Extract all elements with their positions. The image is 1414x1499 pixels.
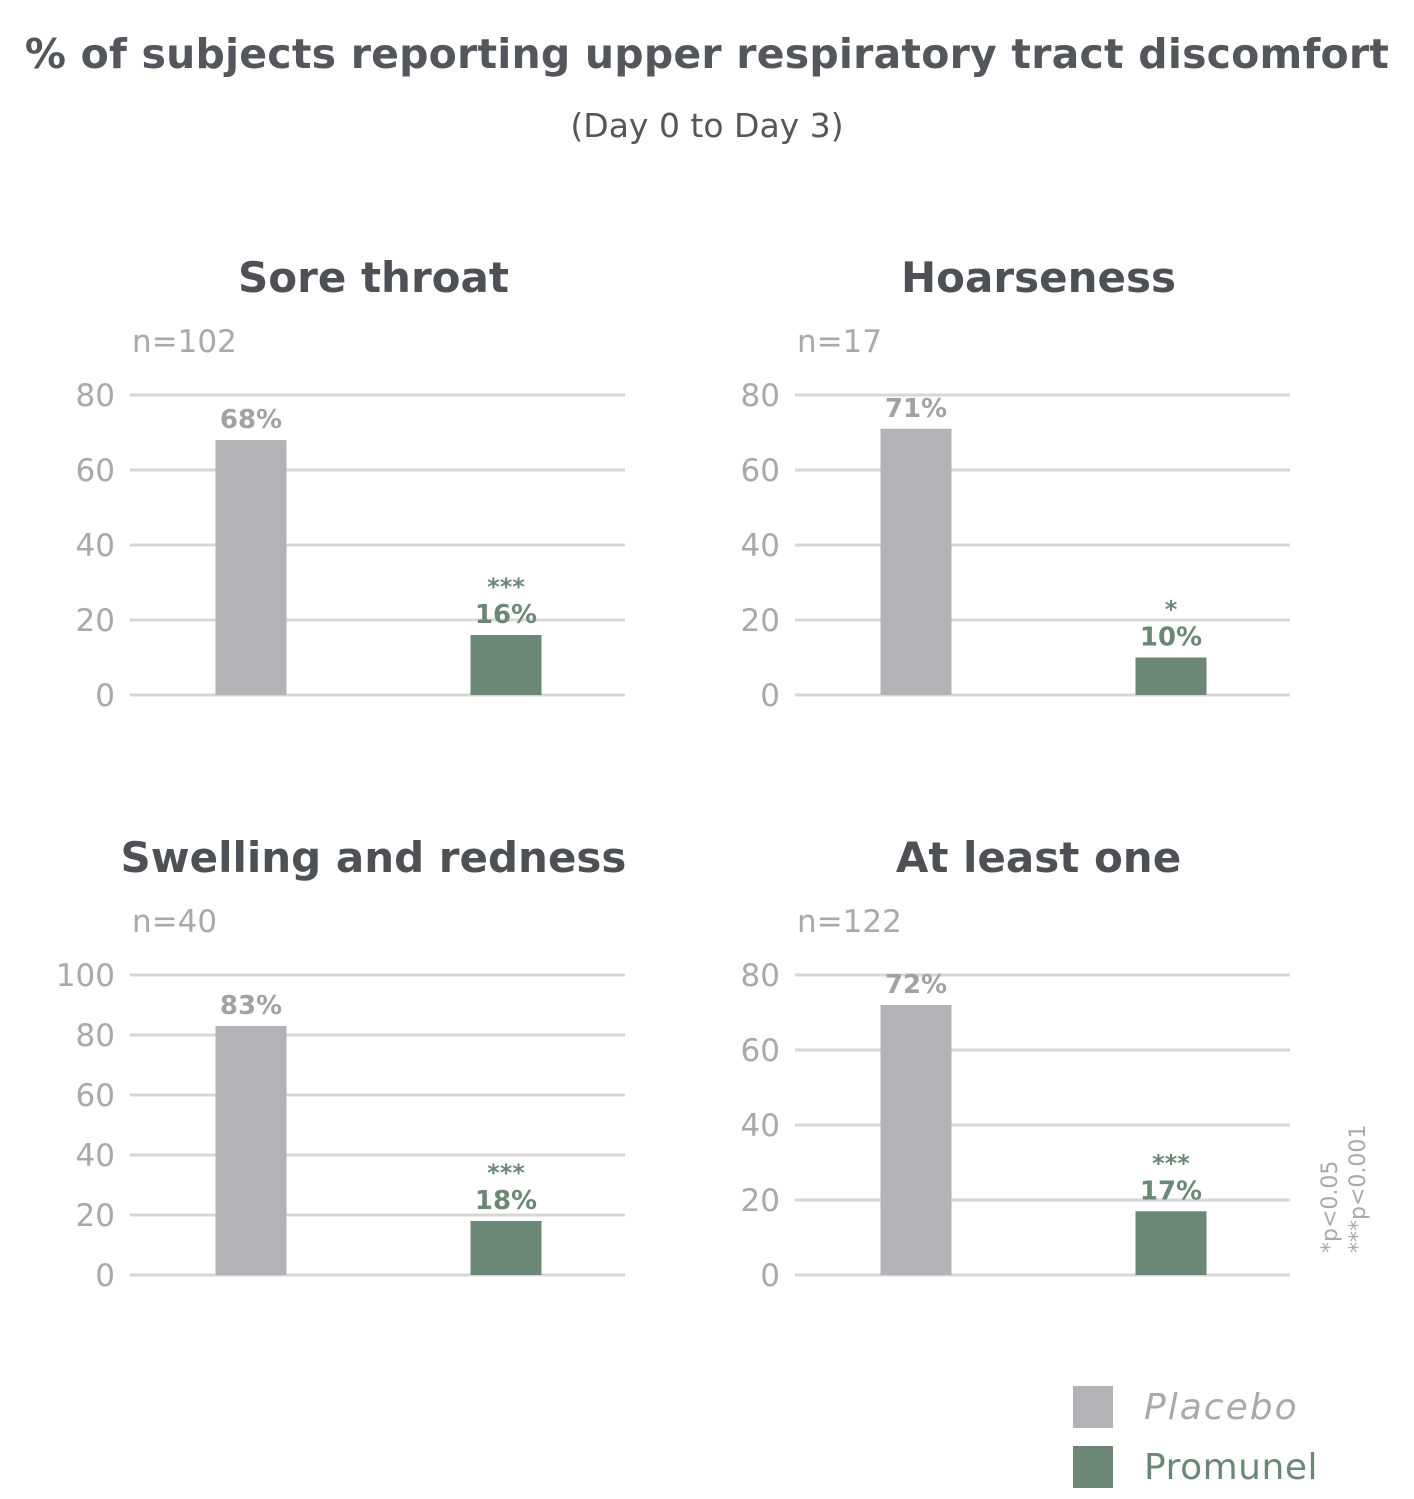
footnote-p001: ***p<0.001 xyxy=(1346,1124,1371,1253)
data-label-promunel: 17% xyxy=(1140,1176,1202,1206)
y-tick-label: 40 xyxy=(76,528,115,564)
y-tick-label: 0 xyxy=(95,678,115,714)
y-tick-label: 40 xyxy=(741,1108,780,1144)
legend-label-placebo: Placebo xyxy=(1144,1386,1299,1428)
y-tick-label: 80 xyxy=(76,1018,115,1054)
chart-swelling-and-redness: Swelling and redness n=40 0 20 40 60 80 100 83% 1… xyxy=(56,833,627,1294)
data-label-promunel: 16% xyxy=(475,600,537,630)
bar-promunel xyxy=(1135,1211,1207,1275)
y-tick-label: 40 xyxy=(741,528,780,564)
y-tick-label: 40 xyxy=(76,1138,115,1174)
footnote-p05: *p<0.05 xyxy=(1318,1160,1343,1253)
y-tick-label: 0 xyxy=(760,678,780,714)
bar-promunel xyxy=(470,1221,542,1275)
significance-marker: *** xyxy=(487,1159,525,1187)
bar-placebo xyxy=(880,428,952,695)
legend-item-promunel: Promunel xyxy=(1073,1446,1318,1488)
bar-promunel xyxy=(1135,657,1207,695)
bar-placebo xyxy=(880,1005,952,1275)
y-tick-label: 0 xyxy=(760,1258,780,1294)
bar-placebo xyxy=(215,440,287,695)
chart-at-least-one: At least one n=122 0 20 40 60 80 72% 17%*** xyxy=(741,833,1290,1294)
legend-swatch-placebo xyxy=(1073,1386,1113,1428)
page-subtitle: (Day 0 to Day 3) xyxy=(570,106,844,145)
panel-title: Swelling and redness xyxy=(121,833,627,882)
data-label-promunel: 18% xyxy=(475,1186,537,1216)
y-tick-label: 80 xyxy=(741,378,780,414)
y-tick-label: 80 xyxy=(76,378,115,414)
y-tick-label: 20 xyxy=(741,1183,780,1219)
panel-title: Sore throat xyxy=(238,253,509,302)
significance-marker: *** xyxy=(1152,1149,1190,1177)
bar-promunel xyxy=(470,635,542,695)
y-tick-label: 60 xyxy=(76,1078,115,1114)
data-label-placebo: 72% xyxy=(885,970,947,1000)
sample-size-label: n=40 xyxy=(132,904,217,940)
y-tick-label: 80 xyxy=(741,958,780,994)
y-tick-label: 100 xyxy=(56,958,115,994)
y-tick-label: 60 xyxy=(741,453,780,489)
y-tick-label: 60 xyxy=(76,453,115,489)
panel-title: At least one xyxy=(896,833,1181,882)
significance-footnote: *p<0.05 ***p<0.001 xyxy=(1317,1103,1373,1253)
legend-item-placebo: Placebo xyxy=(1073,1386,1299,1428)
y-tick-label: 20 xyxy=(76,1198,115,1234)
y-tick-label: 20 xyxy=(741,603,780,639)
panel-title: Hoarseness xyxy=(901,253,1176,302)
legend-label-promunel: Promunel xyxy=(1144,1446,1318,1488)
bar-placebo xyxy=(215,1026,287,1275)
data-label-promunel: 10% xyxy=(1140,623,1202,653)
legend-swatch-promunel xyxy=(1073,1446,1113,1488)
chart-hoarseness: Hoarseness n=17 0 20 40 60 80 71% 10%* xyxy=(741,253,1290,714)
sample-size-label: n=122 xyxy=(797,904,902,940)
y-tick-label: 0 xyxy=(95,1258,115,1294)
y-tick-label: 20 xyxy=(76,603,115,639)
sample-size-label: n=17 xyxy=(797,324,882,360)
page-title: % of subjects reporting upper respirator… xyxy=(24,30,1390,78)
data-label-placebo: 71% xyxy=(885,394,947,424)
data-label-placebo: 68% xyxy=(220,405,282,435)
data-label-placebo: 83% xyxy=(220,991,282,1021)
y-tick-label: 60 xyxy=(741,1033,780,1069)
sample-size-label: n=102 xyxy=(132,324,237,360)
significance-marker: * xyxy=(1165,596,1178,624)
significance-marker: *** xyxy=(487,573,525,601)
